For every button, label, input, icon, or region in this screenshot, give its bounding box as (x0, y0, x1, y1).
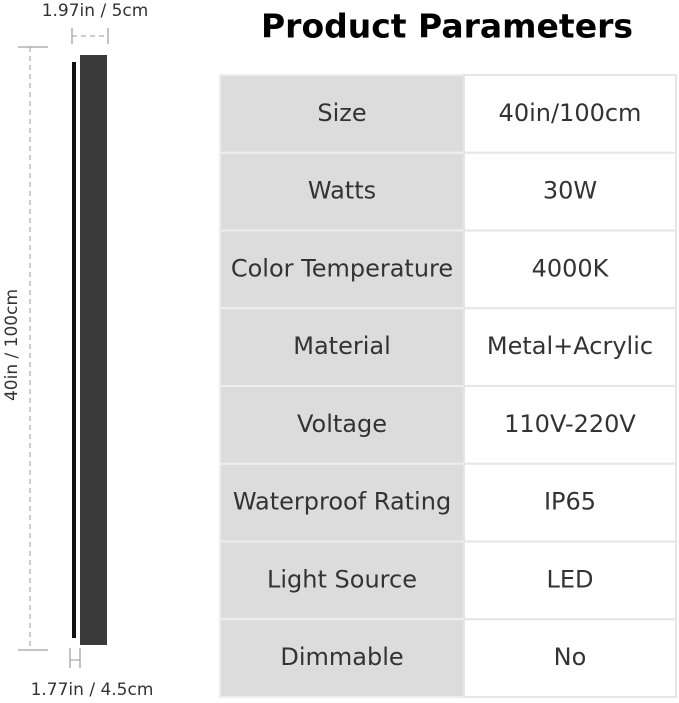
value-cell (463, 74, 677, 154)
label-cell (219, 462, 465, 543)
label-cell (219, 229, 465, 310)
lamp-mount (72, 62, 76, 638)
bottom-width-label: 1.77in / 4.5cm (31, 680, 154, 700)
height-label: 40in / 100cm (2, 289, 22, 401)
label-cell (219, 385, 465, 465)
value-text: 110V-220V (504, 410, 636, 438)
label-text: Watts (308, 177, 376, 205)
value-text: Metal+Acrylic (487, 332, 653, 360)
top-width-label: 1.97in / 5cm (42, 1, 149, 21)
lamp-drawing: 1.97in / 5cm 40in / 100cm 1.77in / 4.5cm (2, 1, 153, 700)
value-text: No (554, 643, 587, 671)
value-cell (463, 540, 677, 621)
lamp-body (80, 55, 107, 645)
label-text: Voltage (297, 410, 387, 438)
label-text: Material (293, 332, 391, 360)
value-cell (463, 385, 677, 465)
value-cell (463, 618, 677, 698)
label-text: Size (317, 99, 366, 127)
value-text: IP65 (544, 488, 596, 516)
label-text: Dimmable (280, 643, 403, 671)
value-cell (463, 307, 677, 387)
label-cell (219, 151, 465, 232)
parameter-table: Size 40in/100cm Watts 30W Color Temperature 4… (219, 74, 677, 698)
value-text: LED (546, 565, 593, 593)
value-text: 40in/100cm (499, 99, 642, 127)
label-text: Light Source (267, 565, 417, 593)
label-text: Color Temperature (231, 254, 453, 282)
value-cell (463, 229, 677, 310)
title: Product Parameters (261, 7, 633, 46)
value-text: 4000K (532, 254, 610, 282)
label-cell (219, 540, 465, 621)
value-cell (463, 151, 677, 232)
label-text: Waterproof Rating (233, 488, 451, 516)
value-text: 30W (543, 177, 597, 205)
